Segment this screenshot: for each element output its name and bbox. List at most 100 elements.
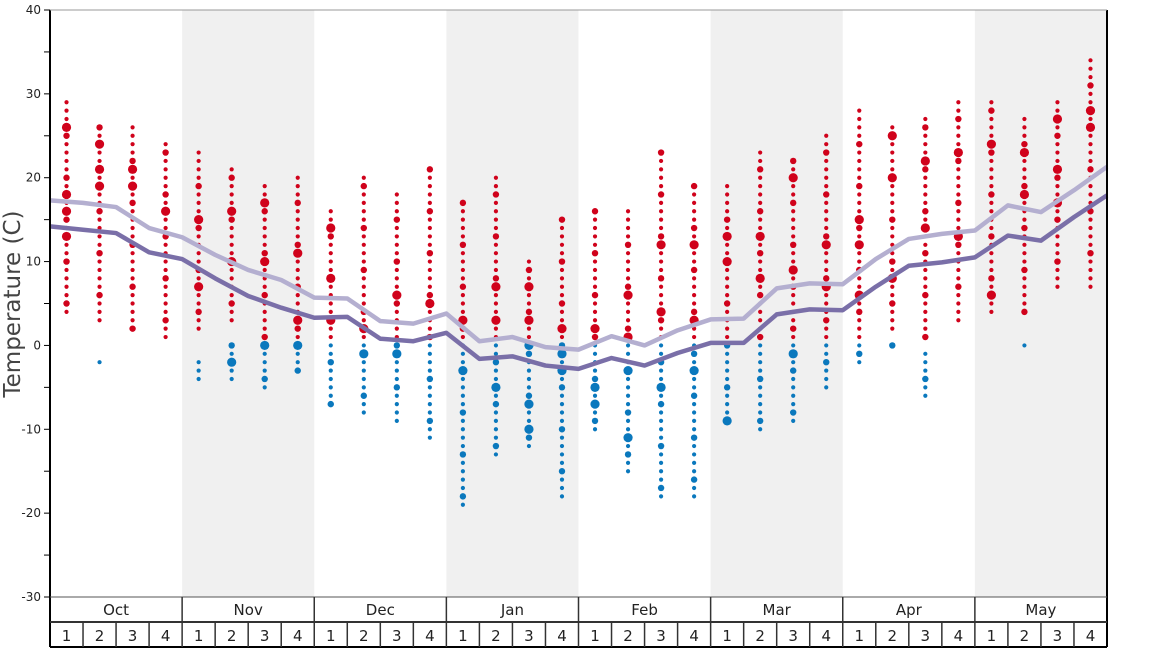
cold-dot [725, 351, 730, 356]
y-tick-label: 20 [26, 171, 41, 185]
warm-dot [393, 258, 401, 265]
cold-dot [756, 417, 764, 425]
cold-dot [658, 435, 664, 440]
warm-dot [196, 293, 201, 298]
warm-dot [989, 175, 994, 180]
warm-dot [427, 276, 432, 281]
warm-dot [559, 225, 565, 231]
warm-dot [1055, 142, 1060, 147]
cold-dot [328, 376, 333, 382]
warm-dot [956, 184, 961, 189]
warm-dot [625, 301, 631, 306]
cold-dot [923, 393, 928, 398]
cold-dot [526, 385, 532, 390]
warm-dot [162, 275, 169, 282]
week-label: 1 [458, 627, 468, 645]
warm-dot [460, 267, 465, 273]
warm-dot [61, 206, 72, 216]
cold-dot [692, 418, 697, 423]
warm-dot [956, 309, 961, 314]
warm-dot [791, 209, 796, 214]
warm-dot [295, 293, 300, 298]
week-label: 3 [128, 627, 138, 645]
warm-dot [857, 175, 862, 180]
cold-dot [758, 351, 763, 356]
warm-dot [97, 192, 102, 197]
warm-dot [889, 216, 896, 223]
warm-dot [394, 276, 399, 281]
cold-dot [394, 410, 399, 415]
cold-dot [229, 376, 234, 382]
warm-dot [857, 108, 862, 113]
warm-dot [725, 242, 730, 247]
cold-dot [262, 351, 267, 356]
warm-dot [129, 283, 136, 290]
warm-dot [824, 217, 829, 222]
cold-dot [625, 393, 631, 398]
warm-dot [196, 234, 201, 239]
warm-dot [657, 317, 665, 324]
cold-dot [492, 359, 500, 366]
month-label: Oct [103, 601, 129, 619]
warm-dot [956, 251, 961, 256]
warm-dot [97, 259, 102, 264]
cold-dot [824, 368, 829, 373]
warm-dot [130, 133, 135, 138]
warm-dot [592, 217, 598, 222]
cold-dot [692, 402, 697, 407]
warm-dot [758, 318, 763, 323]
warm-dot [64, 100, 69, 105]
warm-dot [658, 284, 664, 289]
warm-dot [989, 125, 994, 130]
warm-dot [558, 216, 566, 223]
cold-dot [625, 443, 631, 449]
cold-dot [758, 393, 763, 398]
warm-dot [328, 334, 333, 340]
cold-dot [788, 349, 798, 359]
warm-dot [1019, 147, 1030, 158]
warm-dot [857, 234, 862, 239]
cold-dot [228, 342, 235, 349]
warm-dot [1052, 164, 1063, 174]
cold-dot [658, 427, 664, 432]
warm-dot [460, 209, 465, 214]
warm-dot [923, 175, 928, 180]
warm-dot [493, 267, 499, 273]
x-axis: Oct 1 2 3 4 Nov 1 2 3 4 Dec 1 2 3 4 Jan 1 2 3 4 Feb 1 2 3 4 Mar 1 2… [50, 596, 1107, 648]
warm-dot [261, 208, 268, 215]
warm-dot [262, 318, 267, 323]
warm-dot [658, 209, 664, 214]
warm-dot [130, 175, 135, 180]
cold-dot [427, 435, 432, 440]
warm-dot [657, 233, 665, 240]
warm-dot [228, 174, 235, 181]
warm-dot [791, 259, 796, 264]
warm-dot [526, 259, 532, 264]
warm-dot [658, 259, 664, 264]
warm-dot [559, 234, 565, 239]
warm-dot [196, 259, 201, 264]
warm-dot [559, 334, 565, 340]
warm-dot [1022, 217, 1027, 222]
warm-dot [96, 291, 103, 299]
warm-dot [758, 184, 763, 189]
warm-dot [129, 325, 136, 332]
cold-dot [394, 368, 399, 373]
warm-dot [1022, 175, 1027, 180]
warm-dot [1022, 158, 1027, 164]
cold-dot [658, 368, 664, 373]
warm-dot [227, 206, 237, 216]
warm-dot [624, 283, 632, 290]
cold-dot [196, 376, 201, 382]
cold-dot [493, 427, 499, 432]
warm-dot [890, 209, 895, 214]
warm-dot [63, 216, 70, 223]
cold-dot [361, 402, 366, 407]
warm-dot [130, 301, 135, 306]
warm-dot [1055, 125, 1060, 130]
week-label: 1 [194, 627, 204, 645]
warm-dot [361, 276, 366, 281]
warm-dot [856, 140, 863, 148]
warm-dot [956, 125, 961, 130]
warm-dot [890, 158, 895, 164]
